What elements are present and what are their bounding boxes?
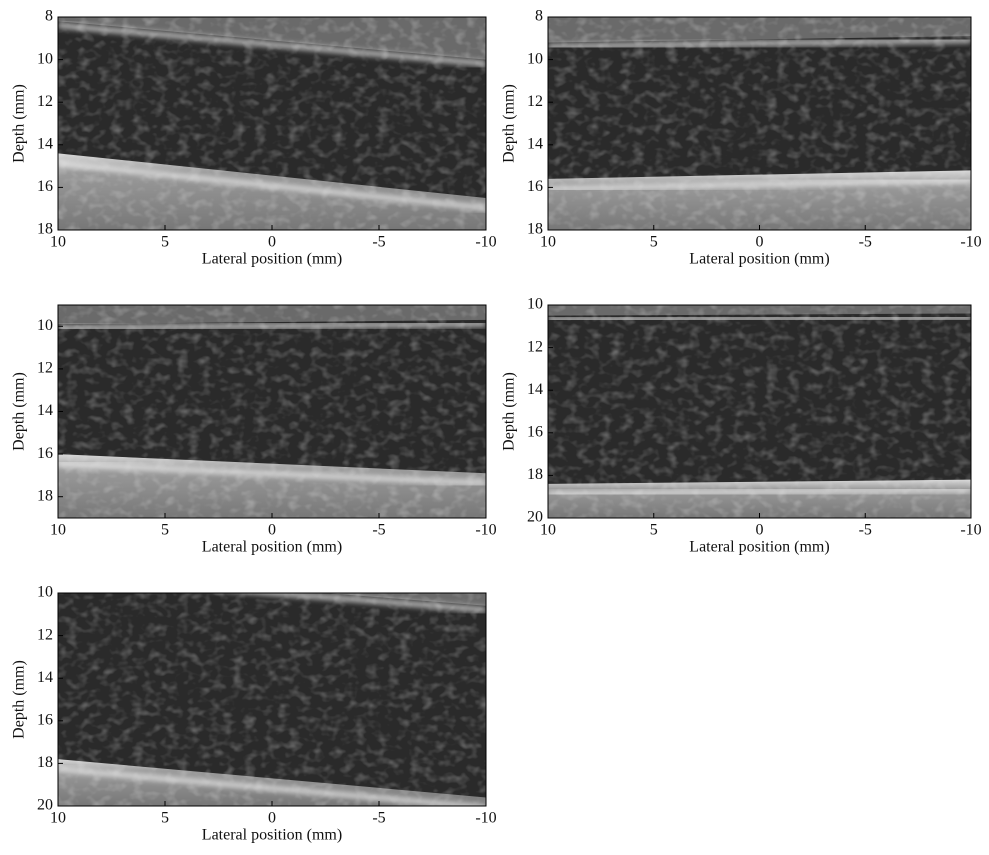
y-tick-label: 16 (527, 178, 543, 195)
y-tick-label: 10 (37, 317, 53, 334)
y-tick-label: 20 (37, 797, 53, 814)
y-tick-label: 8 (45, 8, 53, 25)
y-tick-label: 16 (37, 711, 53, 728)
x-tick-label: -5 (372, 810, 385, 827)
y-tick-label: 12 (37, 626, 53, 643)
x-tick-label: -10 (475, 234, 496, 251)
panel: 10 5 0 -5 -10 10 12 14 16 18 20 Lateral position (m… (501, 296, 982, 556)
x-tick-label: 0 (268, 234, 276, 251)
x-axis-label: Lateral position (mm) (202, 827, 342, 844)
y-tick-label: 8 (535, 8, 543, 25)
y-tick-label: 12 (37, 360, 53, 377)
y-tick-label: 10 (37, 584, 53, 601)
speckle (58, 593, 486, 806)
x-axis-label: Lateral position (mm) (689, 251, 829, 268)
y-tick-label: 18 (527, 466, 543, 483)
y-tick-label: 10 (527, 50, 543, 67)
x-tick-label: 5 (650, 234, 658, 251)
x-tick-label: 0 (756, 234, 764, 251)
panel: 10 5 0 -5 -10 8 10 12 14 16 18 Lateral position (mm… (11, 8, 497, 268)
x-tick-label: 10 (540, 522, 556, 539)
speckle (548, 17, 971, 230)
ultrasound-image (58, 305, 486, 518)
x-tick-label: -5 (372, 522, 385, 539)
y-tick-label: 14 (527, 135, 543, 152)
x-tick-label: -10 (475, 810, 496, 827)
y-tick-label: 18 (37, 221, 53, 238)
ultrasound-image (58, 593, 486, 806)
x-tick-label: 5 (161, 234, 169, 251)
panel: 10 5 0 -5 -10 8 10 12 14 16 18 Lateral position (mm… (501, 8, 982, 268)
x-tick-label: -5 (859, 234, 872, 251)
y-tick-label: 14 (37, 402, 53, 419)
x-tick-label: 10 (50, 810, 66, 827)
y-tick-label: 12 (527, 338, 543, 355)
x-tick-label: 10 (50, 522, 66, 539)
y-tick-label: 14 (37, 135, 53, 152)
y-tick-label: 14 (37, 669, 53, 686)
x-tick-label: -5 (859, 522, 872, 539)
x-tick-label: 0 (268, 810, 276, 827)
x-tick-label: 10 (540, 234, 556, 251)
y-tick-label: 12 (37, 93, 53, 110)
x-tick-label: 5 (161, 810, 169, 827)
y-axis-label: Depth (mm) (501, 84, 518, 163)
x-tick-label: 5 (161, 522, 169, 539)
y-axis-label: Depth (mm) (501, 372, 518, 451)
ultrasound-image (548, 305, 971, 518)
y-tick-label: 14 (527, 381, 543, 398)
x-tick-label: -10 (960, 522, 981, 539)
speckle (58, 305, 486, 518)
ultrasound-image (548, 17, 971, 230)
y-tick-label: 18 (37, 487, 53, 504)
x-tick-label: 0 (268, 522, 276, 539)
y-tick-label: 12 (527, 93, 543, 110)
speckle (58, 17, 486, 230)
y-axis-label: Depth (mm) (11, 660, 28, 739)
x-tick-label: 5 (650, 522, 658, 539)
y-tick-label: 20 (527, 509, 543, 526)
y-tick-label: 16 (37, 178, 53, 195)
y-tick-label: 10 (527, 296, 543, 313)
y-axis-label: Depth (mm) (11, 372, 28, 451)
x-tick-label: -10 (960, 234, 981, 251)
x-axis-label: Lateral position (mm) (689, 539, 829, 556)
panel: 10 5 0 -5 -10 10 12 14 16 18 20 Lateral position (m… (11, 584, 497, 844)
y-tick-label: 16 (527, 423, 543, 440)
x-tick-label: 0 (756, 522, 764, 539)
x-axis-label: Lateral position (mm) (202, 251, 342, 268)
x-tick-label: -10 (475, 522, 496, 539)
y-tick-label: 18 (37, 754, 53, 771)
x-tick-label: -5 (372, 234, 385, 251)
y-tick-label: 16 (37, 445, 53, 462)
y-tick-label: 10 (37, 50, 53, 67)
x-tick-label: 10 (50, 234, 66, 251)
panel: 10 5 0 -5 -10 10 12 14 16 18 Lateral position (mm)… (11, 304, 497, 556)
speckle (548, 305, 971, 518)
x-axis-label: Lateral position (mm) (202, 539, 342, 556)
y-tick-label: 18 (527, 221, 543, 238)
ultrasound-image (58, 17, 486, 230)
y-axis-label: Depth (mm) (11, 84, 28, 163)
